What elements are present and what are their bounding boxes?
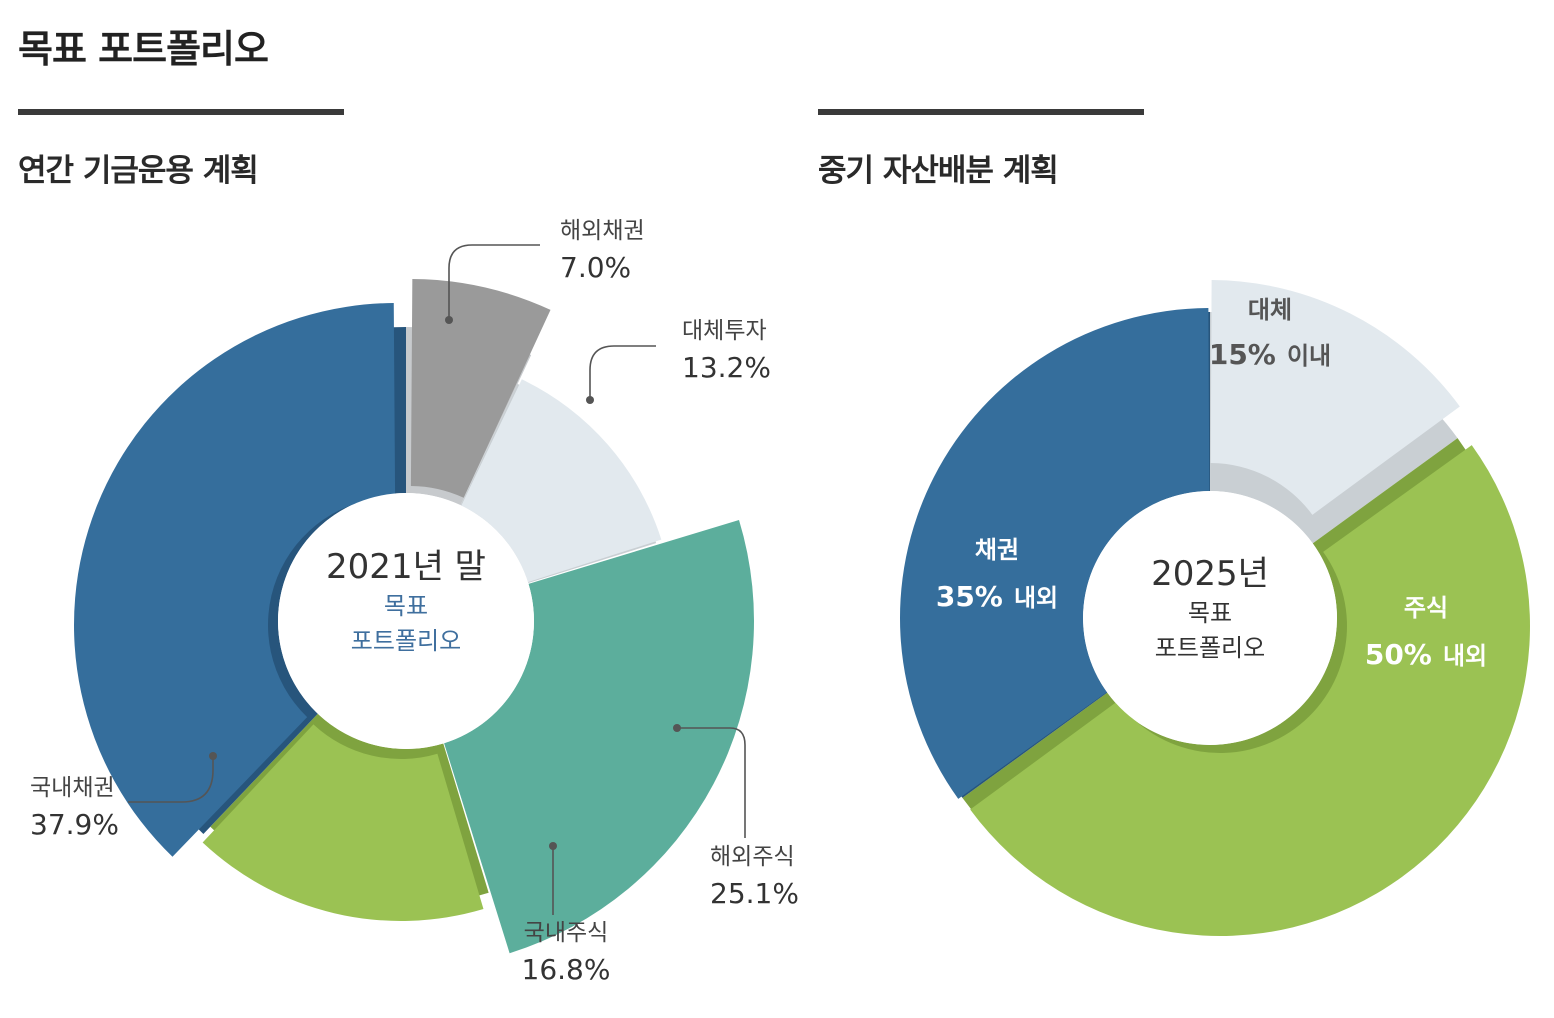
- slice-채권: [900, 308, 1210, 799]
- leader-overseas-stocks: [677, 727, 746, 838]
- label-name-domestic-bonds: 국내채권: [30, 775, 115, 801]
- label-value-alternatives: 15% 이내: [1209, 338, 1331, 371]
- label-value-bonds: 35% 내외: [936, 580, 1058, 613]
- center-year-label: 2021년 말: [326, 547, 486, 587]
- label-value-domestic-stocks: 16.8%: [522, 953, 611, 986]
- slice-대체: [1210, 280, 1460, 515]
- slice-해외주식: [444, 519, 754, 954]
- label-name-bonds: 채권: [975, 536, 1019, 564]
- label-name-overseas-stocks: 해외주식: [710, 844, 795, 870]
- value-alternatives: 15%: [1209, 338, 1276, 371]
- value-bonds: 35%: [936, 580, 1003, 613]
- section-divider-left: [18, 109, 344, 115]
- label-value-alternatives: 13.2%: [682, 351, 771, 384]
- center-disc: [278, 493, 534, 749]
- label-name-alternatives: 대체투자: [682, 318, 767, 344]
- slice-국내채권: [73, 303, 396, 857]
- leader-dot-domestic-stocks: [549, 842, 557, 850]
- center-label-line1: 목표: [384, 592, 428, 620]
- label-name-overseas-bonds: 해외채권: [560, 218, 645, 244]
- slice-해외채권: [410, 279, 551, 498]
- section-title-midterm: 중기 자산배분 계획: [818, 153, 1059, 189]
- label-value-stocks: 50% 내외: [1365, 638, 1487, 671]
- center-disc: [1083, 491, 1337, 745]
- slice-대체투자: [461, 379, 662, 583]
- section-divider-right: [818, 109, 1144, 115]
- suffix-alternatives: 이내: [1287, 342, 1331, 370]
- label-value-domestic-bonds: 37.9%: [30, 808, 119, 841]
- label-value-overseas-bonds: 7.0%: [560, 251, 631, 284]
- leader-dot-overseas-bonds: [445, 316, 453, 324]
- leader-alternatives: [589, 345, 656, 400]
- leader-domestic-bonds: [128, 756, 214, 803]
- slices: [73, 279, 754, 954]
- label-name-domestic-stocks: 국내주식: [524, 920, 609, 946]
- label-name-alternatives: 대체: [1248, 296, 1292, 324]
- suffix-stocks: 내외: [1443, 642, 1487, 670]
- leader-dot-alternatives: [586, 396, 594, 404]
- page-title: 목표 포트폴리오: [18, 27, 269, 71]
- slices: [900, 280, 1530, 936]
- label-value-overseas-stocks: 25.1%: [710, 877, 799, 910]
- center-label-line2: 포트폴리오: [1155, 634, 1265, 662]
- suffix-bonds: 내외: [1014, 584, 1058, 612]
- leader-dot-domestic-bonds: [209, 752, 217, 760]
- leader-lines: [128, 244, 746, 915]
- leader-overseas-bonds: [448, 244, 540, 320]
- value-stocks: 50%: [1365, 638, 1432, 671]
- slice-주식: [970, 445, 1530, 936]
- center-label-line2: 포트폴리오: [351, 627, 461, 655]
- label-name-stocks: 주식: [1404, 594, 1448, 622]
- center-year-label: 2025년: [1151, 554, 1269, 594]
- center-label-line1: 목표: [1188, 599, 1232, 627]
- slice-국내주식: [202, 724, 484, 921]
- section-title-annual: 연간 기금운용 계획: [18, 153, 259, 189]
- leader-dot-overseas-stocks: [673, 724, 681, 732]
